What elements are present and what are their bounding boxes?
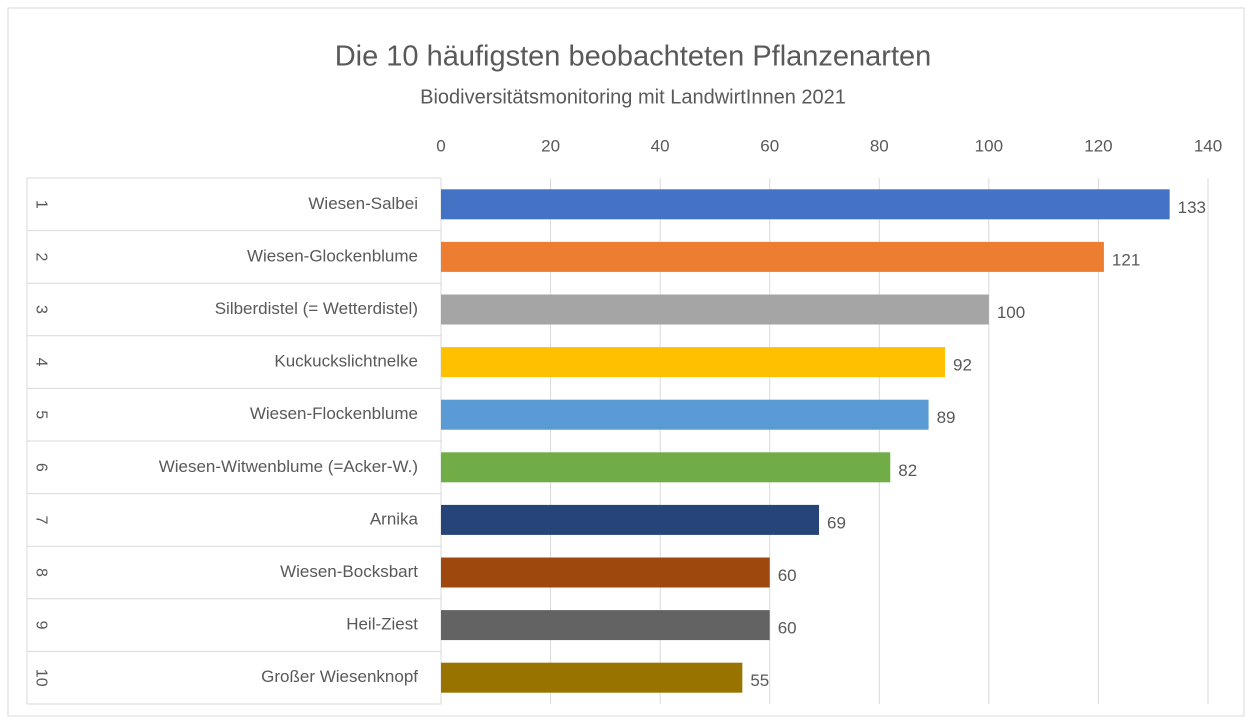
x-tick-label: 120	[1084, 136, 1112, 155]
rank-label: 9	[32, 621, 49, 630]
y-tick-label: Wiesen-Salbei	[308, 194, 418, 213]
bar	[441, 452, 891, 483]
bar	[441, 662, 743, 693]
data-label: 55	[750, 671, 769, 690]
data-label: 60	[778, 566, 797, 585]
chart-title: Die 10 häufigsten beobachteten Pflanzena…	[335, 41, 932, 73]
bar	[441, 557, 770, 588]
rank-label: 4	[32, 358, 49, 367]
y-tick-label: Wiesen-Flockenblume	[250, 404, 418, 423]
chart-subtitle: Biodiversitätsmonitoring mit LandwirtInn…	[420, 86, 846, 108]
rank-label: 3	[32, 305, 49, 314]
x-tick-label: 140	[1194, 136, 1222, 155]
data-label: 121	[1112, 250, 1140, 269]
x-tick-label: 80	[870, 136, 889, 155]
rank-label: 2	[32, 252, 49, 261]
x-tick-label: 100	[975, 136, 1003, 155]
data-label: 82	[898, 461, 917, 480]
bar	[441, 241, 1104, 272]
bar	[441, 504, 820, 535]
y-tick-label: Wiesen-Bocksbart	[280, 562, 418, 581]
bar	[441, 347, 946, 378]
rank-label: 5	[32, 410, 49, 419]
data-label: 69	[827, 513, 846, 532]
bar	[441, 294, 989, 325]
y-tick-label: Arnika	[370, 509, 419, 528]
rank-label: 10	[32, 669, 49, 687]
bar	[441, 610, 770, 641]
rank-label: 8	[32, 568, 49, 577]
rank-label: 6	[32, 463, 49, 472]
data-label: 60	[778, 619, 797, 638]
y-tick-label: Wiesen-Witwenblume (=Acker-W.)	[159, 457, 418, 476]
x-tick-label: 20	[541, 136, 560, 155]
x-tick-label: 0	[436, 136, 445, 155]
data-label: 133	[1178, 198, 1206, 217]
data-label: 92	[953, 356, 972, 375]
y-tick-label: Großer Wiesenknopf	[261, 667, 418, 686]
data-label: 100	[997, 303, 1025, 322]
bar	[441, 399, 929, 430]
y-tick-label: Wiesen-Glockenblume	[247, 246, 418, 265]
bar	[441, 189, 1170, 220]
data-label: 89	[937, 408, 956, 427]
y-tick-label: Silberdistel (= Wetterdistel)	[215, 299, 418, 318]
y-tick-label: Kuckuckslichtnelke	[274, 352, 418, 371]
rank-label: 1	[32, 200, 49, 209]
x-tick-label: 40	[651, 136, 670, 155]
x-tick-label: 60	[760, 136, 779, 155]
y-tick-label: Heil-Ziest	[346, 615, 418, 634]
rank-label: 7	[32, 515, 49, 524]
